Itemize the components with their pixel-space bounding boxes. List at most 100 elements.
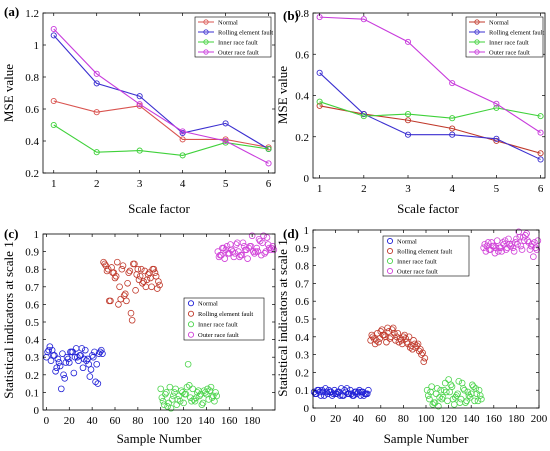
legend: Normal Rolling element fault Inner race fa… (194, 16, 273, 58)
scatter-point (360, 392, 368, 399)
scatter-point (244, 255, 251, 262)
legend-box (382, 235, 470, 277)
scatter-point (231, 250, 239, 257)
x-tick-label: 6 (538, 183, 544, 195)
x-tick-label: 2 (94, 178, 100, 190)
series-line-3 (319, 16, 541, 134)
y-tick-label: 1 (34, 229, 40, 241)
scatter-point (199, 399, 207, 407)
scatter-point (123, 297, 130, 305)
y-tick-label: 0.2 (295, 132, 309, 144)
scatter-point (492, 244, 500, 252)
y-tick-label: 0.1 (295, 385, 309, 397)
legend-swatch-marker (203, 29, 209, 35)
scatter-point (137, 265, 145, 273)
scatter-point (93, 360, 101, 368)
data-point (265, 145, 272, 153)
legend: Normal Rolling element fault Inner race fa… (382, 235, 470, 277)
data-point (179, 152, 186, 159)
data-point (537, 156, 544, 163)
y-tick-label: 0.7 (295, 278, 309, 290)
legend: Normal Rolling element fault Inner race fa… (183, 297, 265, 341)
scatter-point (215, 253, 223, 261)
legend-swatch-marker (474, 49, 480, 55)
scatter-point (341, 386, 348, 394)
scatter-point (56, 362, 64, 370)
scatter-point (99, 350, 106, 357)
x-tick-label: 180 (508, 413, 525, 425)
scatter-point (160, 401, 168, 409)
scatter-point (466, 394, 474, 401)
scatter-point (438, 395, 446, 403)
x-tick-label: 1 (317, 183, 323, 195)
scatter-point (406, 344, 414, 351)
scatter-point (254, 248, 262, 255)
data-point (222, 136, 229, 143)
scatter-point (85, 360, 93, 368)
scatter-point (464, 388, 472, 396)
scatter-point (117, 295, 125, 303)
x-tick-label: 0 (44, 415, 50, 427)
y-axis-label: Statistical indicators at scale 1 (1, 241, 16, 398)
scatter-point (190, 396, 198, 403)
data-point (404, 111, 412, 118)
scatter-point (397, 337, 405, 344)
x-tick-label: 5 (494, 183, 500, 195)
scatter-point (316, 388, 324, 396)
scatter-point (534, 237, 542, 244)
y-tick-label: 0 (34, 405, 40, 417)
scatter-point (524, 237, 531, 244)
data-point (265, 160, 272, 167)
legend-swatch-marker (474, 29, 480, 35)
scatter-point (57, 385, 65, 393)
y-tick-label: 0.8 (295, 8, 309, 20)
scatter-point (263, 234, 271, 241)
scatter-point (189, 385, 197, 393)
legend: Normal Rolling element fault Inner race fa… (465, 16, 544, 58)
data-point (93, 80, 100, 87)
x-tick-label: 80 (132, 415, 144, 427)
scatter-point (400, 333, 407, 341)
scatter-point (44, 348, 51, 356)
scatter-point (119, 262, 127, 269)
scatter-point (101, 260, 109, 268)
legend-entry-label: Inner race fault (489, 39, 529, 46)
scatter-point (144, 271, 152, 278)
scatter-point (94, 380, 102, 387)
data-point (93, 109, 100, 116)
y-tick-label: 1 (34, 40, 40, 52)
scatter-point (253, 244, 261, 252)
scatter-point (140, 278, 147, 285)
scatter-point (443, 388, 450, 396)
scatter-point (323, 388, 330, 396)
legend-swatch-marker (386, 267, 394, 275)
scatter-point (48, 346, 56, 354)
scatter-point (336, 392, 344, 399)
scatter-point (327, 388, 335, 396)
scatter-point (461, 386, 468, 394)
scatter-point (484, 239, 492, 246)
scatter-point (506, 240, 513, 248)
scatter-point (322, 385, 329, 392)
scatter-point (270, 246, 278, 254)
x-tick-label: 20 (330, 413, 342, 425)
scatter-point (359, 388, 367, 396)
scatter-point (64, 355, 72, 363)
scatter-point (449, 395, 457, 403)
scatter-point (518, 246, 526, 253)
scatter-point (207, 383, 215, 391)
scatter-point (325, 386, 333, 394)
scatter-point (467, 390, 475, 398)
legend-entry-label: Inner race fault (218, 39, 258, 46)
scatter-point (248, 232, 256, 240)
data-point (222, 137, 229, 145)
data-point (50, 121, 57, 129)
scatter-point (426, 395, 433, 403)
scatter-point (105, 297, 113, 305)
chart-panel-3: 0 20 40 60 80 100 120 140 160 180 200 0 0.1 0.2 0.3 0.4… (275, 225, 548, 446)
scatter-point (391, 329, 398, 337)
scatter-point (330, 390, 337, 398)
y-tick-label: 0.4 (25, 136, 39, 148)
scatter-point (104, 265, 112, 273)
scatter-point (354, 388, 362, 396)
